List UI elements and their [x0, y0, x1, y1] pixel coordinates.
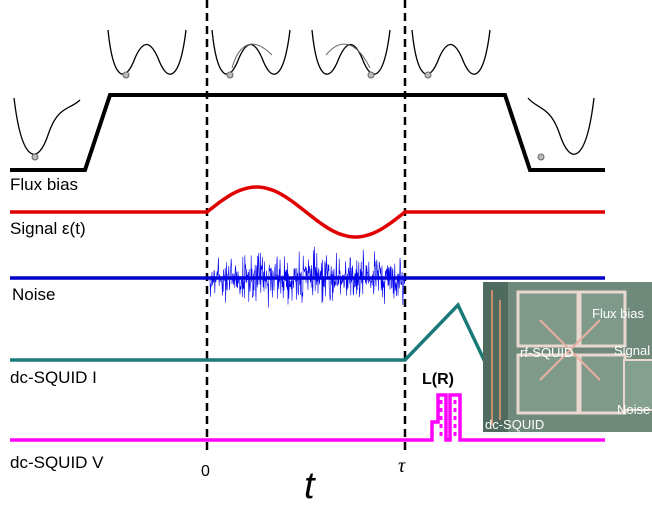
flux-bias-label: Flux bias [10, 175, 78, 194]
time-label: t [304, 465, 316, 507]
noise-label: Noise [12, 285, 55, 304]
squid-current-label: dc-SQUID I [10, 368, 97, 387]
flux-bias-trace [10, 93, 605, 172]
squid-voltage-pulse-detail [439, 400, 457, 436]
inset-noise: Noise [617, 402, 650, 417]
inset-rf-squid: rf-SQUID [520, 345, 573, 360]
squid-voltage-label: dc-SQUID V [10, 453, 104, 472]
squid-current-trace [10, 301, 487, 363]
inset-signal: Signal [614, 343, 650, 358]
chip-photo: Flux bias rf-SQUID Signal Noise dc-SQUID [483, 282, 652, 432]
potential-wells [13, 29, 595, 161]
signal-trace [10, 185, 605, 239]
squid-voltage-trace [10, 393, 605, 442]
time-end: τ [398, 455, 406, 477]
pulse-label: L(R) [422, 371, 454, 388]
signal-label: Signal ε(t) [10, 219, 86, 238]
time-start: 0 [201, 463, 210, 480]
inset-dc-squid: dc-SQUID [485, 417, 544, 432]
inset-flux-bias: Flux bias [592, 306, 645, 321]
noise-trace [209, 246, 406, 308]
